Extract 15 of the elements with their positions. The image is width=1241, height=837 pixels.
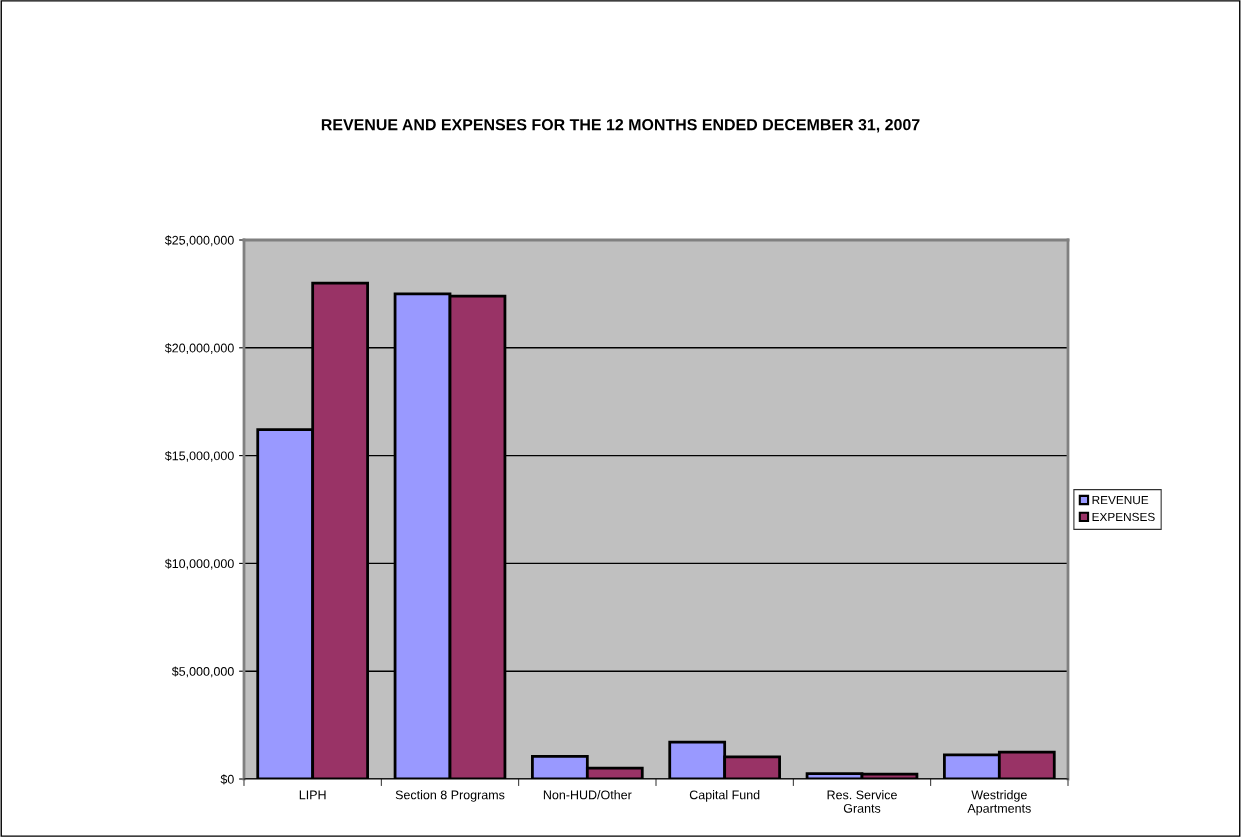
chart-title: REVENUE AND EXPENSES FOR THE 12 MONTHS ENDED DECEMBER 31, 2007 bbox=[321, 118, 920, 133]
x-tick-label: Res. Service Grants bbox=[827, 790, 897, 813]
y-tick-label: $15,000,000 bbox=[164, 450, 234, 462]
x-tick-label: Westridge Apartments bbox=[967, 790, 1031, 816]
legend-label: EXPENSES bbox=[1092, 512, 1155, 522]
x-tick-label: Section 8 Programs bbox=[395, 790, 505, 802]
x-tick-label: Non-HUD/Other bbox=[543, 790, 632, 800]
y-tick-label: $0 bbox=[220, 774, 234, 785]
x-tick-label: Capital Fund bbox=[689, 790, 760, 802]
y-tick-label: $25,000,000 bbox=[164, 235, 234, 247]
y-tick-label: $10,000,000 bbox=[164, 558, 234, 570]
x-tick-label: LIPH bbox=[299, 790, 326, 800]
y-tick-label: $5,000,000 bbox=[171, 666, 234, 678]
legend-label: REVENUE bbox=[1092, 495, 1149, 505]
y-tick-label: $20,000,000 bbox=[164, 343, 234, 354]
